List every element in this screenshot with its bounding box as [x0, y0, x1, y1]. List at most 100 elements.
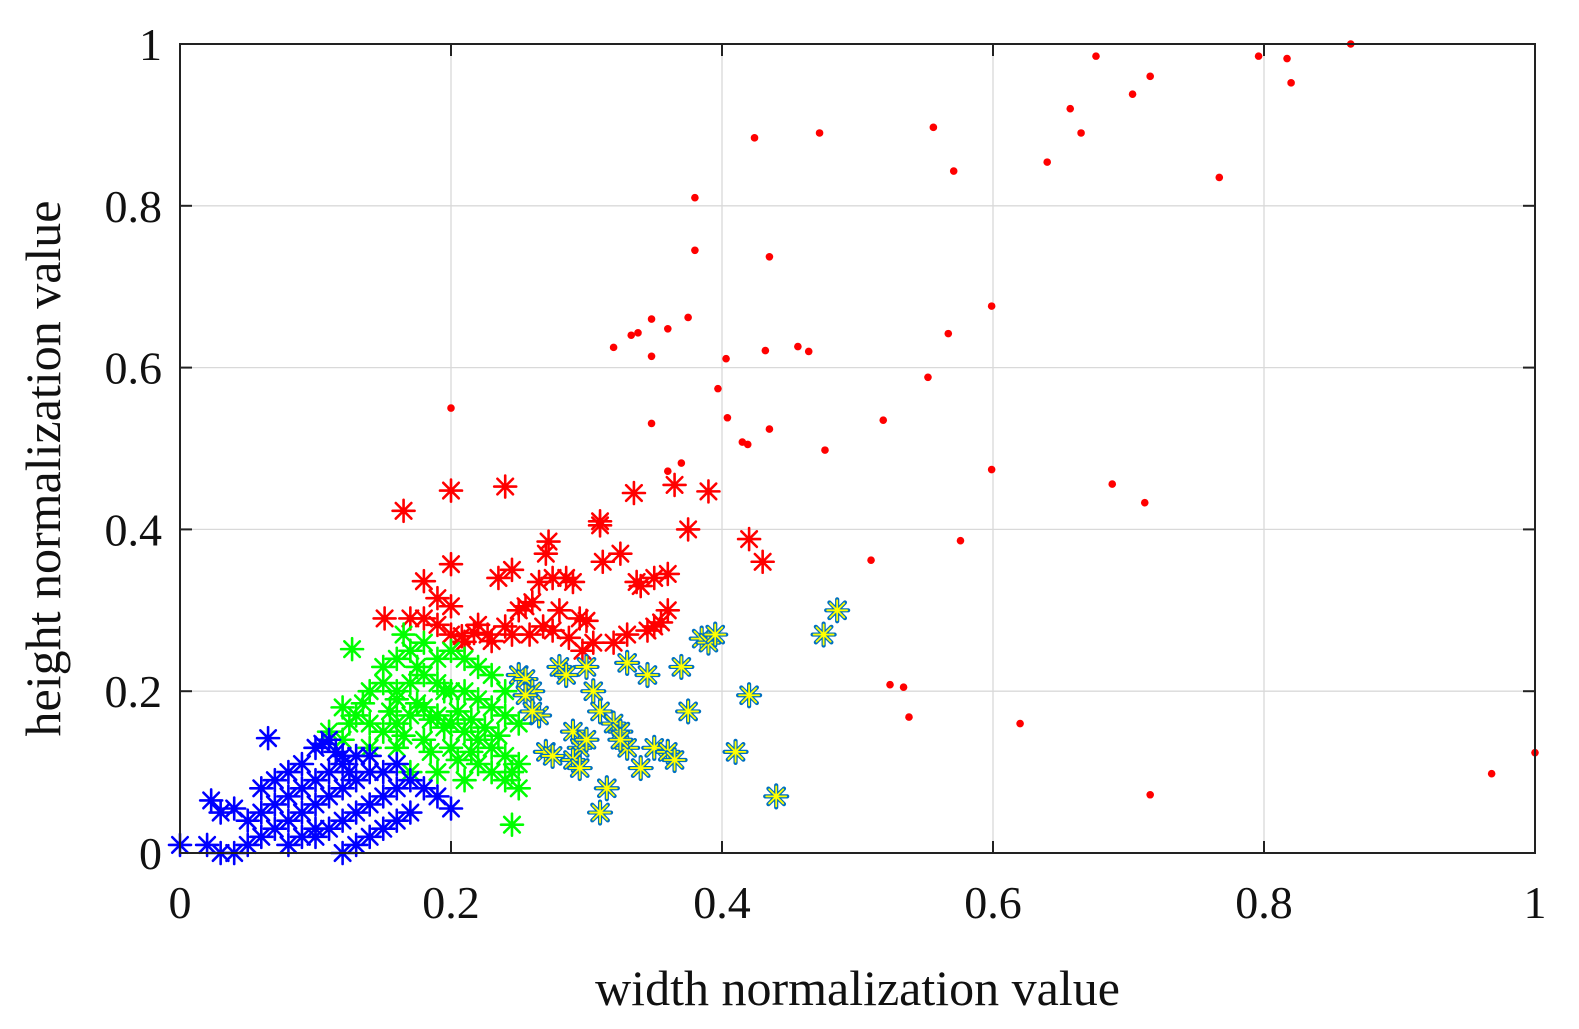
- data-point: [316, 784, 342, 809]
- data-point: [608, 541, 633, 566]
- y-axis-label: height normalization value: [15, 201, 71, 737]
- data-point: [370, 719, 396, 744]
- data-point: [627, 331, 636, 340]
- data-point: [425, 759, 450, 785]
- series-2: [316, 622, 532, 837]
- data-point: [879, 416, 888, 424]
- data-point: [276, 784, 301, 809]
- data-point: [956, 536, 965, 545]
- data-point: [691, 193, 699, 202]
- data-point: [303, 792, 328, 817]
- data-point: [398, 670, 423, 696]
- data-point: [614, 622, 640, 647]
- data-point: [343, 800, 369, 825]
- data-point: [499, 622, 525, 647]
- data-point: [479, 735, 504, 761]
- data-point: [1128, 90, 1137, 98]
- data-point: [411, 606, 437, 631]
- data-point: [573, 653, 600, 681]
- y-tick-label: 0.2: [105, 666, 163, 717]
- data-point: [540, 565, 565, 591]
- data-point: [533, 541, 559, 566]
- data-point: [761, 346, 770, 355]
- data-point: [513, 593, 538, 619]
- data-point: [1254, 52, 1263, 60]
- data-point: [289, 800, 315, 825]
- data-point: [1146, 790, 1154, 799]
- data-point: [750, 134, 759, 142]
- x-tick-label: 1: [1524, 877, 1547, 928]
- data-point: [556, 625, 582, 651]
- data-point: [586, 698, 614, 725]
- series-4: [505, 597, 851, 826]
- data-point: [330, 727, 355, 753]
- data-point: [303, 816, 328, 842]
- data-point: [641, 734, 668, 761]
- data-point: [815, 129, 824, 137]
- data-point: [337, 711, 362, 736]
- data-point: [235, 832, 261, 858]
- data-point: [479, 759, 504, 785]
- data-point: [627, 754, 654, 782]
- data-point: [664, 324, 672, 333]
- data-point: [384, 751, 410, 777]
- data-point: [208, 800, 233, 825]
- data-point: [536, 529, 561, 554]
- data-point: [452, 678, 477, 704]
- data-point: [459, 739, 484, 765]
- data-point: [418, 707, 443, 732]
- data-point: [553, 661, 580, 689]
- data-points: [167, 40, 1539, 866]
- data-point: [465, 751, 491, 777]
- data-point: [519, 698, 546, 725]
- data-point: [668, 653, 695, 681]
- data-point: [763, 783, 790, 810]
- data-point: [438, 622, 464, 647]
- data-point: [570, 638, 595, 664]
- x-axis-label: width normalization value: [595, 960, 1120, 1016]
- data-point: [370, 816, 396, 842]
- data-point: [472, 715, 498, 740]
- data-point: [452, 629, 477, 655]
- data-point: [398, 703, 423, 728]
- data-point: [357, 792, 382, 817]
- data-point: [337, 759, 362, 785]
- data-point: [647, 315, 656, 323]
- data-point: [465, 686, 491, 712]
- data-point: [647, 419, 656, 428]
- data-point: [411, 775, 437, 801]
- data-point: [648, 610, 674, 635]
- data-point: [370, 784, 396, 809]
- data-point: [499, 812, 525, 837]
- x-tick-labels: 0 0.2 0.4 0.6 0.8 1: [169, 877, 1547, 928]
- data-point: [303, 767, 328, 793]
- data-point: [398, 800, 423, 825]
- data-point: [1043, 158, 1051, 166]
- data-point: [438, 638, 464, 664]
- data-point: [655, 598, 681, 623]
- data-point: [475, 622, 500, 647]
- data-point: [404, 654, 430, 680]
- data-point: [691, 246, 699, 255]
- data-point: [398, 767, 423, 793]
- data-point: [431, 678, 457, 704]
- data-point: [580, 630, 606, 655]
- data-point: [438, 478, 464, 503]
- data-point: [517, 622, 542, 647]
- data-point: [461, 620, 487, 646]
- data-point: [221, 796, 247, 821]
- data-point: [384, 686, 410, 712]
- data-point: [1140, 498, 1149, 507]
- data-point: [590, 549, 616, 575]
- data-point: [587, 513, 613, 538]
- plot-frame: [179, 43, 1536, 854]
- x-tick-label: 0.4: [693, 877, 751, 928]
- data-point: [499, 759, 525, 785]
- data-point: [905, 713, 913, 721]
- data-point: [641, 614, 667, 639]
- data-point: [384, 646, 410, 672]
- y-tick-label: 0.8: [105, 181, 163, 232]
- data-point: [722, 738, 749, 765]
- data-point: [452, 646, 477, 672]
- data-point: [465, 654, 491, 680]
